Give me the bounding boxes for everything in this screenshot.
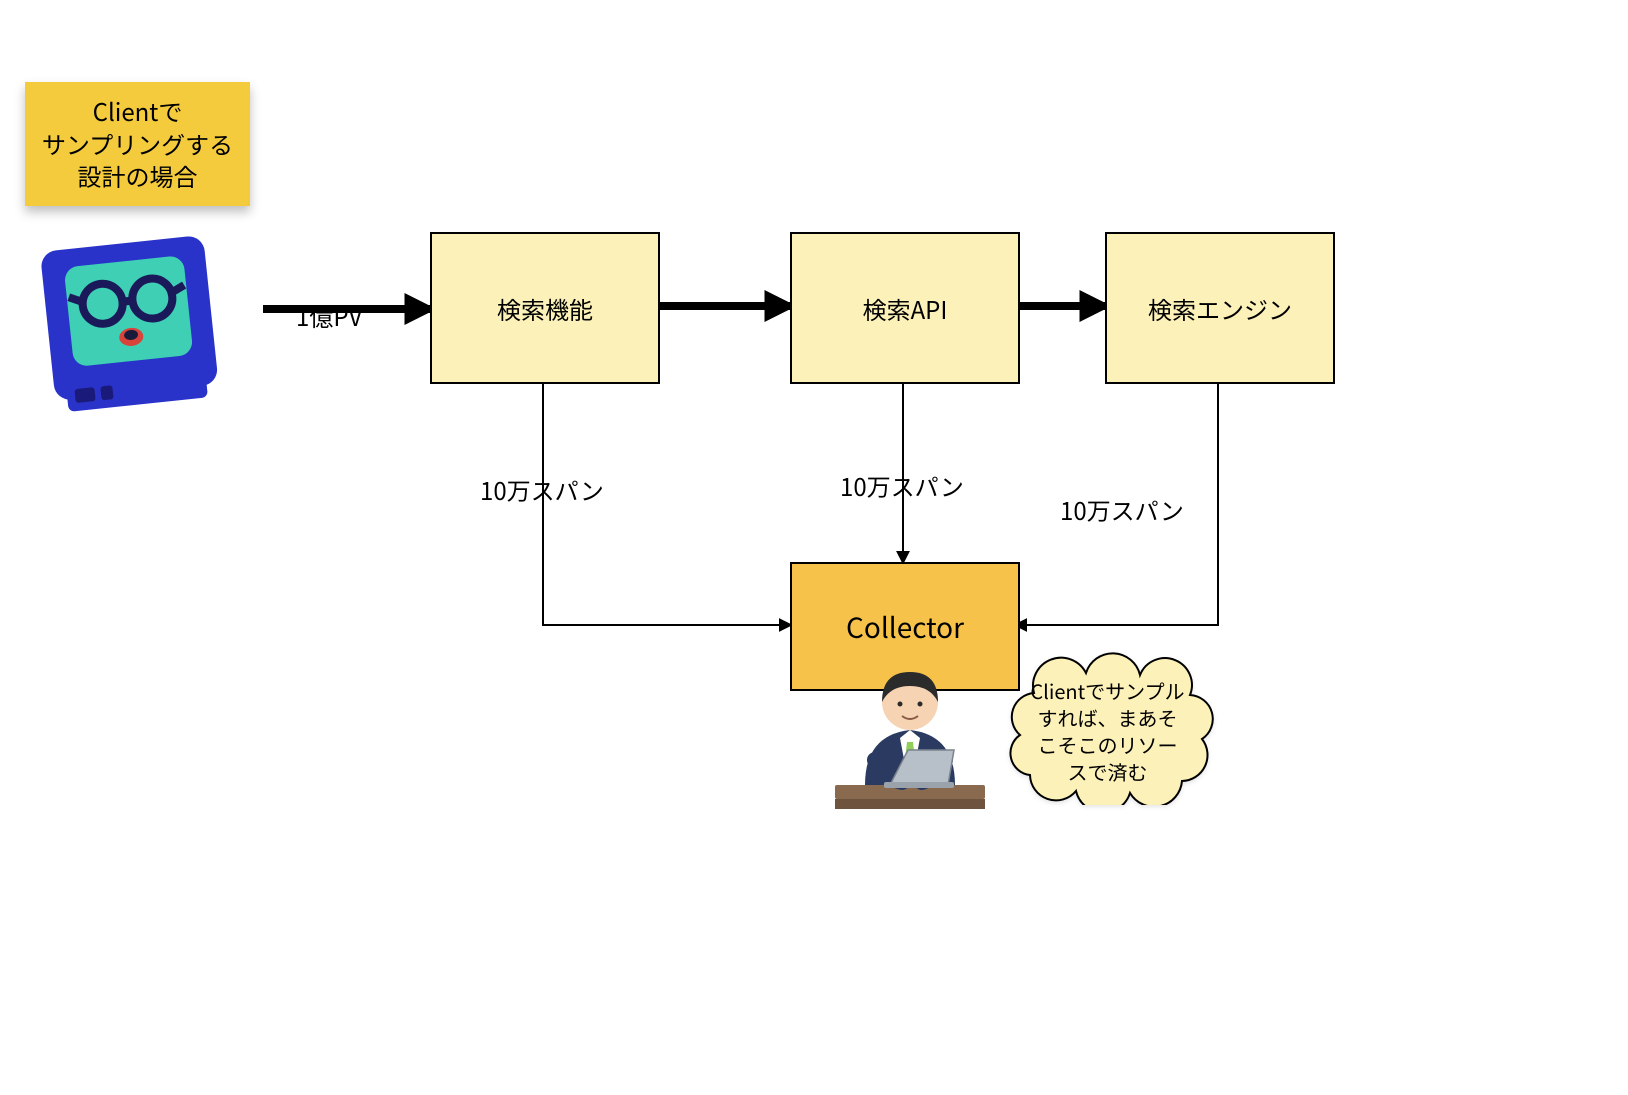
operator-illustration-icon [830, 650, 990, 820]
edge-label-engine-to-collector: 10万スパン [1060, 492, 1184, 527]
speech-cloud: Clientでサンプル すれば、まあそ こそこのリソー スで済む [990, 645, 1225, 805]
edge-label-feature-to-collector: 10万スパン [480, 472, 604, 507]
edge-label-client-to-feature: 1億PV [296, 298, 362, 333]
sticky-note-text: Clientで サンプリングする 設計の場合 [42, 95, 233, 192]
node-label: 検索API [863, 291, 948, 326]
edge-label-api-to-collector: 10万スパン [840, 468, 964, 503]
node-label: Collector [846, 607, 964, 647]
client-computer-icon [30, 225, 230, 425]
node-search-engine: 検索エンジン [1105, 232, 1335, 384]
sticky-note-title: Clientで サンプリングする 設計の場合 [25, 82, 250, 206]
speech-cloud-text: Clientでサンプル すれば、まあそ こそこのリソー スで済む [1012, 677, 1203, 785]
node-search-feature: 検索機能 [430, 232, 660, 384]
node-label: 検索機能 [497, 291, 593, 326]
node-search-api: 検索API [790, 232, 1020, 384]
node-label: 検索エンジン [1148, 291, 1292, 326]
